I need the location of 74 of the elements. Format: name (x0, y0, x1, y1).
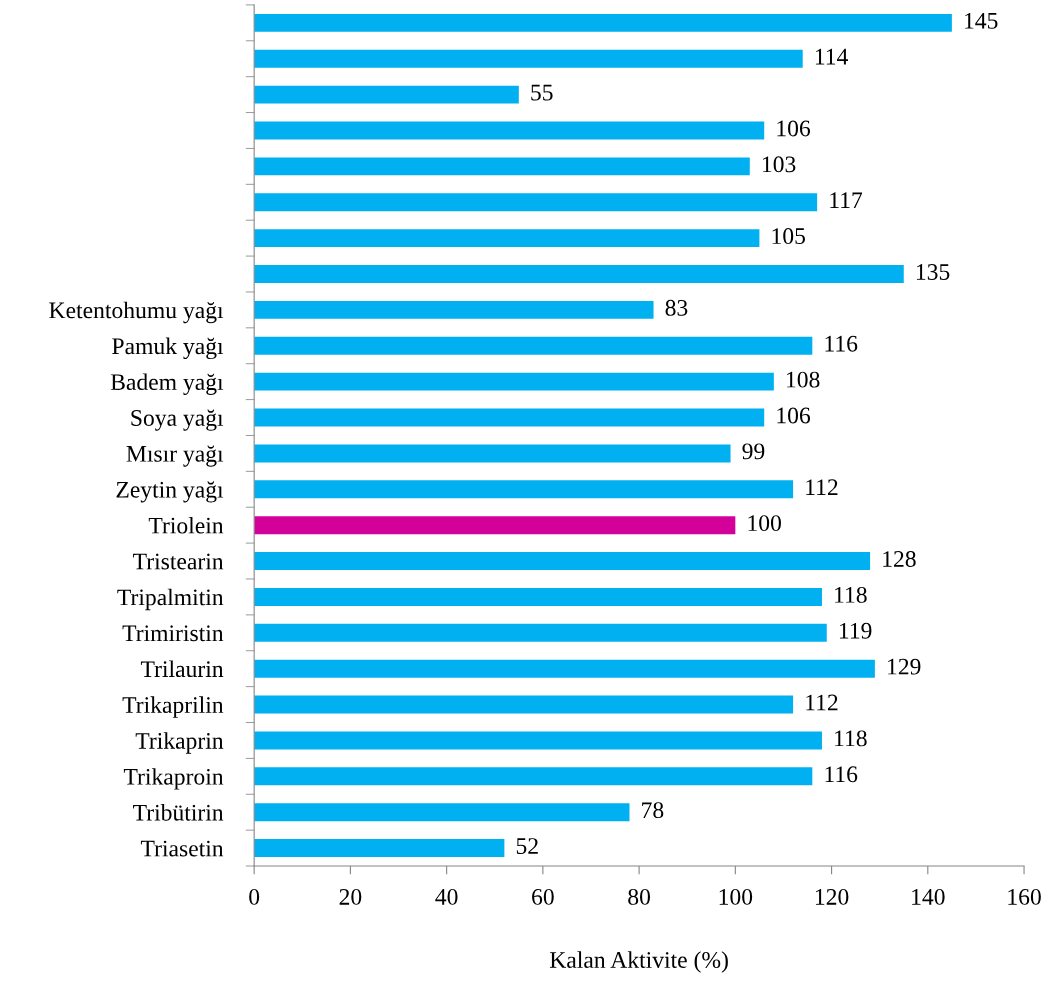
bar (254, 408, 765, 427)
y-tick-label: Trikaprin (135, 732, 224, 754)
data-label: 106 (777, 120, 811, 137)
y-tick-label: Triolein (148, 516, 224, 534)
y-tick-label: Tribütirin (133, 804, 224, 821)
data-label: 55 (531, 84, 553, 101)
data-label: 116 (825, 766, 858, 783)
bar (254, 121, 765, 140)
data-label: 119 (839, 622, 872, 639)
y-tick-label: Pamuk yağı (112, 337, 224, 360)
y-tick-label: Trikaprilin (122, 696, 224, 718)
bar (254, 13, 952, 32)
y-tick-label: Zeytin yağı (116, 481, 224, 503)
bar (254, 265, 904, 283)
bar (254, 516, 736, 535)
bar (254, 587, 822, 606)
data-label: 118 (835, 730, 867, 747)
bar (254, 49, 803, 68)
y-tick-label: Trilaurin (140, 660, 224, 678)
data-label: 100 (748, 515, 781, 532)
x-tick-label: 100 (719, 888, 753, 905)
data-label: 112 (806, 479, 838, 495)
data-label: 99 (742, 443, 765, 460)
bar (254, 157, 750, 176)
data-label: 112 (806, 694, 838, 711)
bar (254, 229, 760, 248)
data-label: 83 (665, 299, 688, 316)
data-label: 114 (815, 48, 848, 65)
y-tick-label: Tristearin (133, 553, 224, 570)
y-tick-label: Mısır yağı (126, 445, 224, 467)
bar (254, 372, 774, 391)
data-label: 105 (772, 228, 806, 245)
x-tick-label: 140 (912, 888, 945, 905)
x-tick-label: 20 (339, 888, 362, 905)
bar (254, 444, 731, 463)
bar (254, 336, 813, 355)
y-tick-label: Triasetin (140, 840, 224, 857)
x-axis-title: Kalan Aktivite (%) (549, 951, 728, 973)
data-label: 116 (825, 335, 858, 352)
data-label: 145 (965, 12, 998, 29)
y-tick-label: Trimiristin (122, 625, 224, 642)
y-tick-label: Ketentohumu yağı (49, 301, 224, 324)
data-label: 118 (835, 586, 867, 603)
data-label: 117 (830, 192, 863, 208)
x-tick-label: 0 (249, 888, 260, 905)
bar (254, 659, 875, 678)
data-label: 128 (883, 551, 916, 567)
data-label: 108 (787, 371, 820, 388)
bar (254, 480, 794, 499)
y-tick-label: Tripalmitin (117, 588, 224, 611)
bar (254, 300, 654, 319)
x-tick-label: 80 (628, 888, 651, 905)
data-label: 106 (777, 407, 811, 424)
bar (254, 731, 822, 750)
x-tick-label: 120 (815, 888, 849, 905)
data-label: 52 (516, 838, 538, 854)
bar (254, 839, 505, 858)
y-tick-label: Soya yağı (131, 409, 224, 431)
bar (254, 695, 794, 714)
x-tick-label: 60 (532, 888, 554, 905)
bar (254, 85, 519, 104)
bar (254, 552, 871, 571)
y-tick-label: Badem yağı (110, 373, 224, 395)
bar (254, 767, 813, 786)
y-tick-label: Trikaproin (123, 768, 224, 790)
data-label: 135 (916, 264, 950, 280)
x-tick-label: 40 (435, 888, 458, 905)
data-label: 129 (888, 658, 921, 675)
data-label: 103 (762, 156, 796, 173)
bar (254, 623, 827, 642)
bar (254, 803, 630, 822)
bar (254, 193, 818, 212)
data-label: 78 (642, 802, 664, 819)
x-tick-label: 160 (1008, 888, 1041, 905)
